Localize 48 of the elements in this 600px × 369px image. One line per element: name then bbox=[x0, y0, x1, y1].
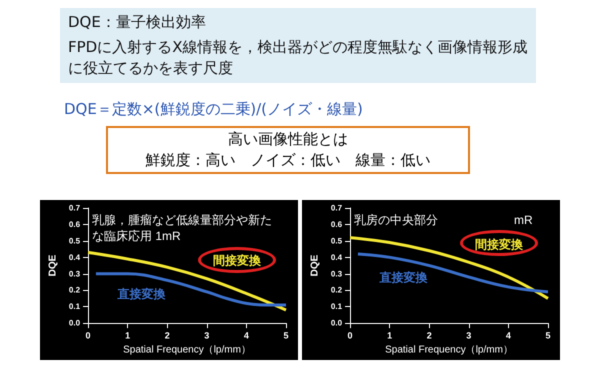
y-axis-title: DQE bbox=[310, 254, 320, 276]
x-tick-label: 5 bbox=[283, 330, 289, 341]
y-tick-label: 0.7 bbox=[330, 204, 343, 212]
x-tick-label: 3 bbox=[466, 330, 472, 341]
x-tick-label: 4 bbox=[506, 330, 511, 341]
y-tick-label: 0.4 bbox=[68, 252, 81, 262]
text: DQE＝定数×(鮮鋭度の二乗)/(ノイズ・線量) bbox=[64, 100, 363, 119]
x-tick-label: 0 bbox=[348, 330, 353, 341]
x-tick-label: 0 bbox=[86, 330, 91, 341]
y-tick-label: 0.4 bbox=[330, 252, 343, 262]
x-tick-label: 3 bbox=[204, 330, 210, 341]
y-tick-label: 0.0 bbox=[68, 318, 81, 328]
y-tick-label: 0.6 bbox=[68, 220, 81, 229]
x-tick-label: 4 bbox=[244, 330, 249, 341]
y-tick-label: 0.1 bbox=[330, 302, 343, 312]
y-tick-label: 0.7 bbox=[68, 204, 81, 212]
series-label: 直接変換 bbox=[116, 286, 167, 301]
line-series bbox=[94, 272, 288, 307]
line-series bbox=[86, 250, 288, 312]
line-series bbox=[348, 236, 550, 300]
y-tick-label: 0.3 bbox=[330, 269, 343, 278]
series-label: 間接変換 bbox=[212, 254, 262, 268]
x-tick-label: 2 bbox=[164, 330, 170, 341]
x-axis-title: Spatial Frequency（lp/mm） bbox=[385, 344, 513, 356]
y-tick-label: 0.0 bbox=[330, 318, 343, 328]
annotation: 乳房の中央部分 bbox=[354, 213, 438, 227]
y-tick-label: 0.1 bbox=[68, 302, 81, 312]
line-series bbox=[356, 252, 550, 294]
text: 鮮鋭度：高い ノイズ：低い 線量：低い bbox=[144, 150, 432, 171]
y-axis-title: DQE bbox=[48, 254, 58, 276]
text: 高い画像性能とは bbox=[227, 129, 349, 150]
y-tick-label: 0.5 bbox=[68, 236, 81, 246]
y-tick-label: 0.3 bbox=[68, 269, 81, 278]
annotation: 乳腺，腫瘤など低線量部分や新たな臨床応用 1mR bbox=[92, 213, 272, 243]
annotation: mR bbox=[514, 213, 533, 227]
series-label: 間接変換 bbox=[474, 237, 524, 252]
y-tick-label: 0.5 bbox=[330, 236, 343, 246]
text: FPDに入射するX線情報を，検出器がどの程度無駄なく画像情報形成に役立てるかを表す尺度 bbox=[68, 37, 528, 79]
series-label: 直接変換 bbox=[378, 270, 429, 284]
x-axis-title: Spatial Frequency（lp/mm） bbox=[123, 344, 251, 356]
y-tick-label: 0.2 bbox=[68, 286, 81, 295]
x-tick-label: 5 bbox=[545, 330, 551, 341]
x-tick-label: 2 bbox=[426, 330, 432, 341]
y-tick-label: 0.2 bbox=[330, 286, 343, 295]
x-tick-label: 1 bbox=[125, 330, 130, 341]
x-tick-label: 1 bbox=[387, 330, 392, 341]
text: DQE：量子検出効率 bbox=[68, 12, 207, 33]
y-tick-label: 0.6 bbox=[330, 220, 343, 229]
